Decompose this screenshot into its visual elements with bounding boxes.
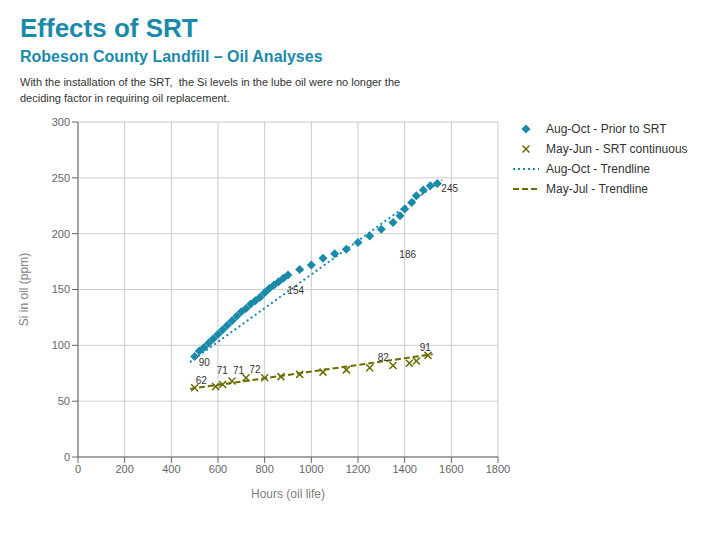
svg-text:0: 0 xyxy=(75,463,81,475)
svg-text:82: 82 xyxy=(378,352,390,363)
svg-text:300: 300 xyxy=(52,116,70,128)
svg-text:62: 62 xyxy=(196,375,208,386)
svg-text:150: 150 xyxy=(52,283,70,295)
html-text:With the installation of the S: With the installation of the SRT, the Si… xyxy=(20,76,401,104)
svg-text:0: 0 xyxy=(64,451,70,463)
svg-text:Si in oil (ppm): Si in oil (ppm) xyxy=(17,253,31,326)
svg-text:90: 90 xyxy=(199,357,211,368)
svg-text:100: 100 xyxy=(52,339,70,351)
svg-text:200: 200 xyxy=(115,463,133,475)
svg-text:50: 50 xyxy=(58,395,70,407)
svg-text:186: 186 xyxy=(399,249,416,260)
svg-text:400: 400 xyxy=(162,463,180,475)
svg-text:245: 245 xyxy=(441,183,458,194)
svg-text:800: 800 xyxy=(255,463,273,475)
html-text:Robeson County Landfill – Oil: Robeson County Landfill – Oil Analyses xyxy=(20,48,323,65)
svg-text:250: 250 xyxy=(52,172,70,184)
svg-text:600: 600 xyxy=(209,463,227,475)
svg-text:72: 72 xyxy=(249,364,261,375)
svg-text:71: 71 xyxy=(233,365,245,376)
svg-text:1000: 1000 xyxy=(299,463,323,475)
html-text:Effects of SRT: Effects of SRT xyxy=(20,13,198,43)
html-text:May-Jul - Trendline: May-Jul - Trendline xyxy=(546,182,648,196)
html-text:Aug-Oct - Prior to SRT: Aug-Oct - Prior to SRT xyxy=(546,122,667,136)
svg-text:1200: 1200 xyxy=(346,463,370,475)
html-text:May-Jun - SRT continuous: May-Jun - SRT continuous xyxy=(546,142,688,156)
svg-text:154: 154 xyxy=(287,285,304,296)
svg-text:1400: 1400 xyxy=(392,463,416,475)
html-text:Aug-Oct - Trendline: Aug-Oct - Trendline xyxy=(546,162,650,176)
svg-text:91: 91 xyxy=(420,342,432,353)
svg-text:200: 200 xyxy=(52,228,70,240)
svg-text:1600: 1600 xyxy=(439,463,463,475)
svg-text:71: 71 xyxy=(217,365,229,376)
svg-text:Hours (oil life): Hours (oil life) xyxy=(251,487,325,501)
svg-text:1800: 1800 xyxy=(486,463,510,475)
